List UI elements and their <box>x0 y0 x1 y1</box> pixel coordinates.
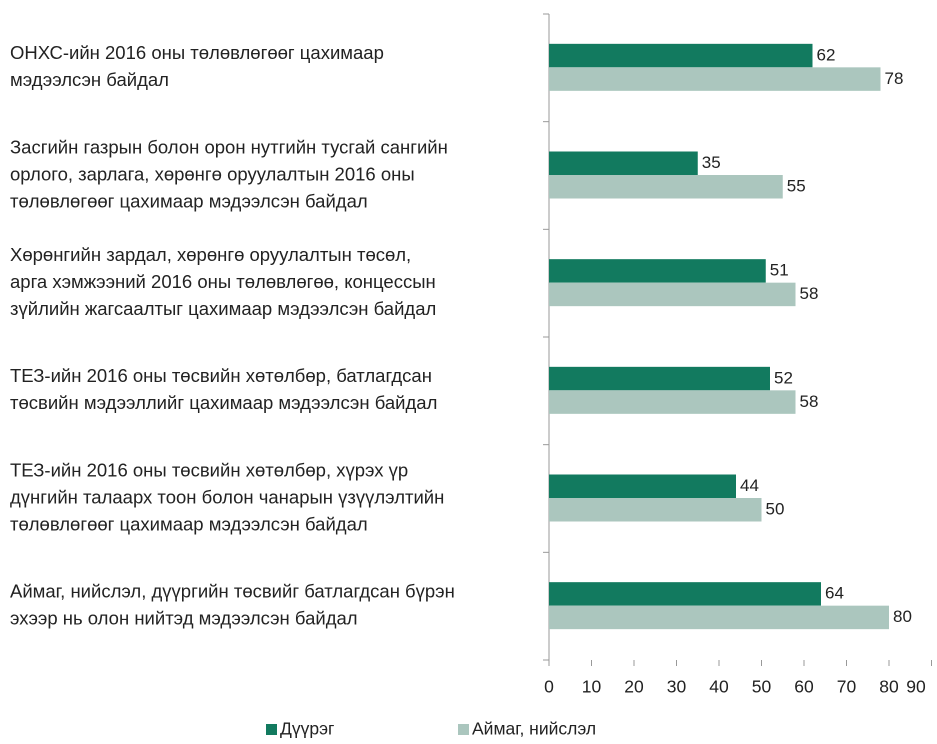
x-tick-label: 50 <box>752 677 772 697</box>
bar <box>549 366 770 391</box>
legend-label: Дүүрэг <box>280 719 334 739</box>
x-tick-label: 20 <box>624 677 644 697</box>
category-label: Аймаг, нийслэл, дүүргийн төсвийг батлагд… <box>10 581 455 602</box>
category-label: эхээр нь олон нийтэд мэдээлсэн байдал <box>10 608 358 629</box>
x-tick-label: 90 <box>906 677 926 697</box>
legend-label: Аймаг, нийслэл <box>472 719 596 739</box>
category-label: зүйлийн жагсаалтыг цахимаар мэдээлсэн ба… <box>10 298 436 319</box>
bar <box>549 282 796 307</box>
bar <box>549 498 762 522</box>
value-label: 50 <box>766 499 785 518</box>
bar <box>549 259 766 283</box>
category-label: орлого, зарлага, хөрөнгө оруулалтын 2016… <box>10 163 415 184</box>
value-label: 62 <box>817 45 836 64</box>
value-label: 44 <box>740 476 759 495</box>
value-label: 55 <box>787 176 806 195</box>
x-tick-label: 0 <box>544 677 554 697</box>
legend-swatch <box>458 724 469 735</box>
category-label: мэдээлсэн байдал <box>10 69 169 90</box>
value-label: 35 <box>702 153 721 172</box>
category-label: Хөрөнгийн зардал, хөрөнгө оруулалтын төс… <box>10 244 411 265</box>
value-label: 51 <box>770 261 789 280</box>
category-label: ОНХС-ийн 2016 оны төлөвлөгөөг цахимаар <box>10 42 384 63</box>
bar <box>549 151 698 175</box>
bar <box>549 67 881 91</box>
bar <box>549 582 821 606</box>
category-label: арга хэмжээний 2016 оны төлөвлөгөө, конц… <box>10 271 436 292</box>
value-label: 80 <box>893 607 912 626</box>
x-tick-label: 40 <box>709 677 729 697</box>
category-label: төлөвлөгөөг цахимаар мэдээлсэн байдал <box>10 190 368 211</box>
bar <box>549 474 736 498</box>
category-label: төсвийн мэдээллийг цахимаар мэдээлсэн ба… <box>10 392 437 413</box>
bar <box>549 43 813 68</box>
x-tick-label: 60 <box>794 677 814 697</box>
bar <box>549 605 889 630</box>
category-label: ТЕЗ-ийн 2016 оны төсвийн хөтөлбөр, хүрэх… <box>10 459 408 480</box>
category-label: ТЕЗ-ийн 2016 оны төсвийн хөтөлбөр, батла… <box>10 365 432 386</box>
x-tick-label: 30 <box>667 677 687 697</box>
value-label: 58 <box>800 284 819 303</box>
category-label: Засгийн газрын болон орон нутгийн тусгай… <box>10 136 448 157</box>
value-label: 52 <box>774 368 793 387</box>
x-tick-label: 70 <box>837 677 857 697</box>
legend-swatch <box>266 724 277 735</box>
bar <box>549 175 783 199</box>
value-label: 78 <box>885 69 904 88</box>
category-label: дүнгийн талаарх тоон болон чанарын үзүүл… <box>10 486 444 507</box>
value-label: 58 <box>800 392 819 411</box>
value-label: 64 <box>825 584 844 603</box>
x-tick-label: 10 <box>582 677 602 697</box>
x-tick-label: 80 <box>879 677 899 697</box>
category-label: төлөвлөгөөг цахимаар мэдээлсэн байдал <box>10 513 368 534</box>
bar <box>549 390 796 414</box>
